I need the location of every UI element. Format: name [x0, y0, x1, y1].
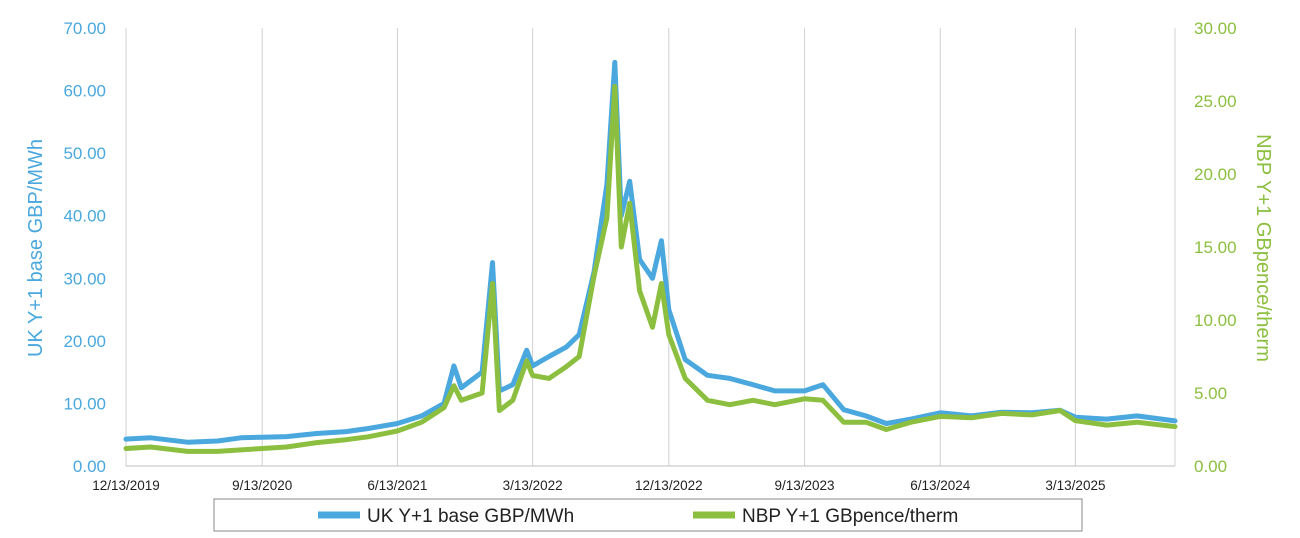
left-tick-label: 50.00: [63, 144, 106, 163]
x-tick-label: 9/13/2023: [775, 478, 835, 493]
right-tick-label: 25.00: [1194, 92, 1237, 111]
right-tick-label: 15.00: [1194, 238, 1237, 257]
left-tick-label: 60.00: [63, 82, 106, 101]
x-axis-ticks: 12/13/2019 9/13/2020 6/13/2021 3/13/2022 12/…: [92, 478, 1105, 493]
x-tick-label: 6/13/2021: [367, 478, 427, 493]
left-tick-label: 40.00: [63, 207, 106, 226]
left-tick-label: 30.00: [63, 269, 106, 288]
left-axis-ticks: 0.00 10.00 20.00 30.00 40.00 50.00 60.00 70.00: [63, 19, 106, 476]
series-line-uk-power: [123, 59, 1178, 445]
right-axis-ticks: 0.00 5.00 10.00 15.00 20.00 25.00 30.00: [1194, 19, 1237, 476]
left-tick-label: 70.00: [63, 19, 106, 38]
x-tick-label: 12/13/2022: [635, 478, 703, 493]
left-axis-title: UK Y+1 base GBP/MWh: [25, 139, 47, 357]
legend-box: [213, 498, 1083, 532]
left-tick-label: 0.00: [73, 457, 106, 476]
x-tick-label: 6/13/2024: [910, 478, 971, 493]
gridlines: [125, 28, 1176, 466]
series-line-nbp-gas: [123, 83, 1178, 454]
right-tick-label: 0.00: [1194, 457, 1227, 476]
x-tick-label: 12/13/2019: [92, 478, 160, 493]
left-tick-label: 10.00: [63, 394, 106, 413]
right-tick-label: 30.00: [1194, 19, 1237, 38]
x-tick-label: 9/13/2020: [232, 478, 292, 493]
left-tick-label: 20.00: [63, 332, 106, 351]
x-tick-label: 3/13/2025: [1045, 478, 1105, 493]
right-tick-label: 5.00: [1194, 384, 1227, 403]
legend-label-nbp-gas: NBP Y+1 GBpence/therm: [742, 506, 958, 527]
right-axis-title: NBP Y+1 GBpence/therm: [1252, 134, 1274, 362]
x-tick-label: 3/13/2022: [503, 478, 563, 493]
right-tick-label: 10.00: [1194, 311, 1237, 330]
series: [123, 59, 1178, 454]
legend-label-uk-power: UK Y+1 base GBP/MWh: [367, 506, 574, 527]
legend: UK Y+1 base GBP/MWh NBP Y+1 GBpence/ther…: [213, 498, 1083, 532]
right-tick-label: 20.00: [1194, 165, 1237, 184]
